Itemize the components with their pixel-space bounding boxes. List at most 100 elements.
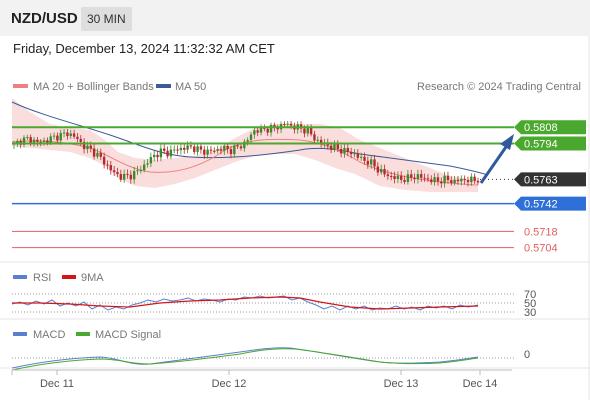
candle-body (186, 145, 189, 150)
candle-body (109, 165, 113, 171)
candle-body (203, 149, 206, 155)
candle-body (336, 144, 339, 149)
candle-body (453, 179, 456, 183)
candle-body (129, 174, 133, 180)
candle-body (173, 149, 176, 151)
candle-body (383, 169, 386, 175)
candle-body (373, 159, 376, 167)
candle-body (273, 124, 276, 128)
macd-legend-swatch (13, 332, 27, 336)
candle-body (22, 137, 26, 145)
candle-body (396, 175, 400, 180)
candle-body (476, 180, 480, 183)
interval-button[interactable]: 30 MIN (81, 7, 132, 31)
candle-body (29, 137, 32, 143)
chart-credit: Research © 2024 Trading Central (417, 81, 581, 93)
candle-body (440, 181, 443, 184)
candle-body (343, 147, 346, 154)
candle-body (139, 170, 143, 172)
candle-body (99, 152, 102, 157)
candle-body (46, 140, 49, 143)
candle-body (243, 141, 246, 149)
macd-signal-legend-label: MACD Signal (95, 329, 161, 341)
level-label-0: 0.5808 (524, 122, 558, 134)
candle-body (226, 145, 229, 150)
candle-body (363, 156, 366, 161)
rsi-tick-70: 70 (524, 289, 536, 301)
candle-body (156, 154, 159, 158)
ma50-line (11, 101, 489, 176)
candle-body (96, 152, 99, 157)
candle-body (303, 128, 306, 134)
candle-body (169, 149, 173, 157)
candle-body (410, 174, 413, 178)
candle-body (196, 146, 199, 152)
candle-body (142, 164, 146, 171)
ma50-legend-label: MA 50 (175, 81, 206, 93)
candle-body (159, 148, 163, 158)
candle-body (436, 177, 440, 182)
chart-datetime: Friday, December 13, 2024 11:32:32 AM CE… (13, 41, 275, 56)
level-label-3: 0.5742 (524, 199, 558, 211)
candle-body (193, 146, 196, 152)
rsi-ma-line (12, 296, 479, 310)
candle-body (149, 157, 153, 164)
level-box-3 (514, 196, 586, 211)
candle-body (430, 179, 433, 183)
price-levels: 0.5808 0.5794 0.5763 0.5742 0.5718 0.5704 (12, 120, 586, 255)
candle-body (359, 156, 363, 158)
candle-body (183, 147, 186, 150)
macd-legend-label: MACD (33, 329, 65, 341)
level-label-4: 0.5718 (524, 226, 558, 238)
candle-body (353, 153, 356, 155)
candle-body (470, 176, 473, 183)
candle-body (366, 160, 370, 165)
candle-body (420, 174, 423, 178)
ma20-legend-label: MA 20 + Bollinger Bands (33, 81, 154, 93)
candle-body (406, 174, 410, 182)
macd-line (11, 347, 479, 369)
candle-body (379, 169, 383, 173)
level-box-2 (514, 172, 586, 187)
candle-body (423, 177, 426, 179)
candle-body (400, 175, 403, 180)
candle-body (289, 123, 293, 126)
candle-body (56, 135, 59, 141)
candle-body (199, 146, 203, 150)
candle-body (26, 137, 29, 139)
candle-body (433, 177, 436, 183)
candle-body (466, 180, 470, 183)
currency-pair-title: NZD/USD (11, 10, 78, 27)
x-tick-label: Dec 13 (384, 378, 419, 390)
level-label-5: 0.5704 (524, 243, 558, 255)
candle-body (179, 147, 183, 151)
trend-arrow-head (500, 134, 514, 150)
candle-body (59, 133, 62, 141)
candle-body (213, 150, 216, 152)
candle-body (309, 127, 313, 135)
x-tick-label: Dec 14 (463, 378, 498, 390)
candle-body (126, 173, 129, 175)
candle-body (132, 171, 136, 180)
candle-body (283, 123, 286, 125)
candle-body (106, 164, 109, 166)
candle-body (189, 145, 193, 147)
header-bar: NZD/USD 30 MIN (0, 0, 590, 36)
candle-body (269, 124, 273, 133)
candle-body (39, 141, 42, 143)
level-box-0 (514, 120, 586, 135)
candle-body (369, 159, 373, 165)
candle-body (390, 176, 393, 178)
candle-body (52, 135, 56, 137)
candle-body (86, 145, 89, 150)
ma20-legend-swatch (13, 84, 28, 88)
level-label-2: 0.5763 (524, 174, 558, 186)
candle-body (319, 139, 323, 144)
macd-tick-0: 0 (524, 349, 530, 361)
candle-body (122, 173, 126, 180)
rsi-legend-swatch (13, 275, 27, 279)
candle-body (42, 140, 46, 142)
candle-body (329, 145, 333, 150)
candle-body (89, 145, 92, 149)
candle-body (62, 132, 66, 134)
